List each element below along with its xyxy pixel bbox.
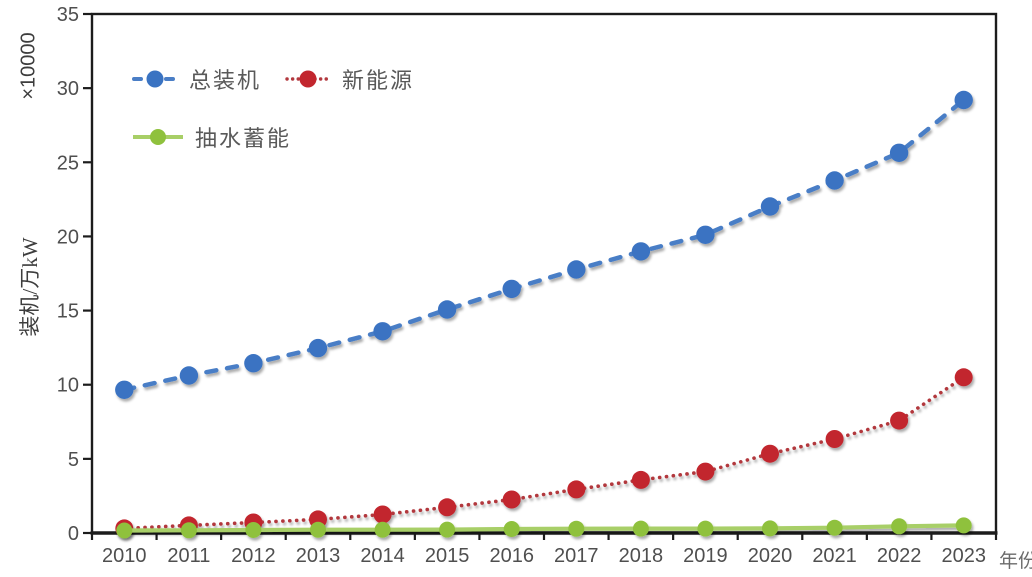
- marker-pumped-storage-2014: [374, 521, 391, 538]
- x-tick-label: 2011: [167, 545, 210, 567]
- series-pumped-storage-line: [122, 523, 966, 533]
- x-tick-label: 2021: [812, 545, 857, 567]
- x-tick-label: 2010: [102, 545, 147, 567]
- y-axis-units-label: ×10000: [17, 32, 40, 100]
- x-axis-title: 年份: [999, 551, 1032, 572]
- y-tick-label: 10: [57, 375, 79, 397]
- x-tick-label: 2012: [231, 545, 276, 567]
- marker-pumped-storage-2010: [116, 522, 133, 539]
- marker-total-installed-2016: [502, 279, 521, 299]
- legend-item-pumped-storage: 抽水蓄能: [132, 124, 292, 151]
- marker-total-installed-2013: [308, 338, 328, 358]
- marker-total-installed-2015: [437, 300, 457, 319]
- marker-total-installed-2017: [567, 260, 586, 279]
- series-new-energy-line: [122, 375, 966, 531]
- marker-new-energy-2015: [438, 498, 457, 517]
- marker-total-installed-2012: [244, 354, 263, 373]
- legend-label-total-installed: 总装机: [189, 68, 262, 93]
- marker-total-installed-2014: [373, 322, 392, 341]
- marker-pumped-storage-2022: [891, 518, 908, 535]
- marker-pumped-storage-2019: [697, 520, 714, 537]
- marker-pumped-storage-2013: [310, 521, 326, 538]
- legend-item-total-installed: 总装机: [132, 66, 262, 93]
- y-tick-label: 20: [57, 226, 79, 248]
- legend-label-new-energy: 新能源: [342, 68, 415, 93]
- x-tick-label: 2018: [619, 545, 664, 567]
- marker-total-installed-2021: [825, 171, 844, 190]
- y-tick-label: 5: [68, 449, 79, 471]
- marker-total-installed-2023: [954, 90, 973, 110]
- marker-total-installed-2018: [631, 242, 651, 261]
- y-tick-label: 30: [57, 78, 79, 100]
- marker-total-installed-2011: [179, 366, 199, 385]
- marker-pumped-storage-2016: [503, 521, 520, 537]
- x-tick-label: 2014: [360, 545, 405, 567]
- legend-label-pumped-storage: 抽水蓄能: [195, 126, 292, 151]
- marker-new-energy-2017: [567, 480, 586, 499]
- marker-pumped-storage-2015: [439, 521, 456, 538]
- series-new-energy: [115, 368, 973, 538]
- marker-pumped-storage-2011: [180, 522, 197, 539]
- y-tick-label: 25: [57, 152, 79, 174]
- x-tick-label: 2019: [683, 545, 728, 567]
- legend-sample-total-installed-icon: [132, 70, 178, 88]
- x-tick-label: 2020: [748, 545, 793, 567]
- x-tick-label: 2017: [554, 545, 599, 567]
- y-tick-label: 35: [57, 4, 79, 26]
- marker-new-energy-2023: [954, 368, 973, 387]
- marker-pumped-storage-2021: [826, 519, 843, 536]
- marker-new-energy-2020: [761, 444, 779, 463]
- marker-total-installed-2022: [889, 143, 909, 162]
- marker-new-energy-2022: [890, 411, 909, 430]
- legend-item-new-energy: 新能源: [285, 66, 415, 93]
- marker-pumped-storage-2017: [568, 520, 585, 537]
- marker-pumped-storage-2018: [632, 520, 649, 537]
- marker-new-energy-2021: [825, 430, 844, 448]
- marker-total-installed-2020: [760, 197, 780, 216]
- legend-sample-pumped-storage-icon: [133, 129, 183, 145]
- marker-total-installed-2010: [115, 380, 134, 399]
- series-total-installed: [115, 90, 973, 399]
- marker-new-energy-2016: [502, 490, 521, 509]
- y-tick-label: 15: [57, 301, 79, 323]
- marker-new-energy-2019: [696, 462, 715, 481]
- x-tick-label: 2015: [425, 545, 470, 567]
- x-tick-label: 2022: [877, 545, 922, 567]
- y-tick-label: 0: [68, 523, 79, 545]
- marker-pumped-storage-2020: [762, 520, 778, 537]
- marker-new-energy-2018: [631, 470, 650, 489]
- x-tick-label: 2023: [941, 545, 986, 567]
- marker-new-energy-2014: [373, 505, 392, 524]
- legend-sample-new-energy-icon: [285, 70, 331, 88]
- marker-pumped-storage-2012: [245, 522, 262, 538]
- x-tick-label: 2016: [489, 545, 534, 567]
- y-axis-title: 装机/万kW: [18, 237, 42, 337]
- series-pumped-storage: [116, 517, 972, 539]
- x-tick-label: 2013: [296, 545, 341, 567]
- marker-pumped-storage-2023: [955, 517, 972, 534]
- marker-total-installed-2019: [696, 225, 715, 244]
